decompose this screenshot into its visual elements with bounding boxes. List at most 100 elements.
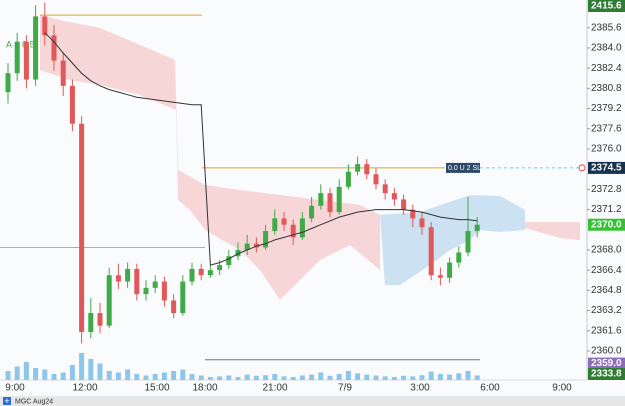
candle-body — [143, 287, 149, 295]
candle-body — [419, 218, 425, 228]
candle-body — [318, 193, 324, 206]
volume-bar — [318, 372, 324, 380]
volume-bar — [51, 374, 57, 380]
price-label-box — [588, 218, 625, 231]
volume-bar — [161, 372, 167, 380]
volume-bar — [60, 372, 66, 380]
cancel-order[interactable] — [578, 164, 586, 172]
volume-bar — [355, 373, 361, 380]
candle-body — [355, 164, 361, 172]
candle-body — [69, 85, 75, 124]
candle-body — [207, 270, 213, 276]
volume-bar — [79, 353, 85, 380]
price-label-box — [588, 161, 625, 174]
volume-bar — [244, 374, 250, 380]
volume-bar — [189, 374, 195, 380]
candle-body — [88, 313, 94, 333]
y-tick-label: 2364.8 — [591, 285, 622, 296]
volume-bar — [143, 375, 149, 380]
candle-body — [437, 275, 443, 278]
volume-bar — [456, 373, 462, 380]
volume-bar — [474, 375, 480, 380]
candle-body — [447, 262, 453, 278]
cloud-bull — [380, 195, 525, 285]
instrument[interactable]: MGC Aug24 — [15, 398, 53, 405]
candle-body — [79, 123, 85, 333]
price-label: 2333.8 — [591, 369, 622, 380]
candle-body — [465, 231, 471, 253]
volume-bar — [42, 369, 48, 380]
candle-body — [5, 73, 11, 93]
candle-body — [364, 164, 370, 175]
candle-body — [60, 60, 66, 86]
volume-bar — [345, 371, 351, 380]
price-label: 2359.0 — [591, 358, 622, 369]
y-tick-label: 2360.0 — [591, 346, 622, 357]
volume-bar — [428, 371, 434, 380]
order-tag — [446, 162, 480, 173]
volume-bar — [69, 365, 75, 380]
moving-average — [44, 32, 478, 266]
candle-body — [428, 227, 434, 276]
y-tick-label: 2371.2 — [591, 204, 622, 215]
candle-body — [410, 209, 416, 219]
plus-icon: + — [4, 396, 9, 406]
candle-body — [189, 268, 195, 282]
candle-body — [327, 193, 333, 213]
price-label: 2370.0 — [591, 219, 622, 230]
x-tick-label: 3:00 — [410, 383, 430, 394]
volume-bar — [447, 374, 453, 380]
candle-body — [180, 281, 186, 314]
volume-bar — [263, 375, 269, 380]
candle-body — [391, 193, 397, 200]
volume-bar — [309, 374, 315, 380]
x-tick-label: 18:00 — [192, 383, 217, 394]
y-tick-label: 2372.8 — [591, 184, 622, 195]
candle-body — [134, 268, 140, 295]
y-tick-label: 2380.8 — [591, 83, 622, 94]
volume-bar — [373, 375, 379, 380]
candle-body — [125, 268, 131, 282]
x-tick-label: 21:00 — [262, 383, 287, 394]
x-tick-label: 7/9 — [338, 383, 352, 394]
add-button[interactable] — [3, 397, 11, 405]
volume-bar — [235, 377, 241, 380]
candle-body — [198, 268, 204, 276]
candle-body — [244, 243, 250, 250]
y-tick-label: 2361.6 — [591, 325, 622, 336]
volume-bar — [23, 362, 29, 380]
candle-body — [345, 171, 351, 187]
y-tick-label: 2382.4 — [591, 63, 622, 74]
x-tick-label: 15:00 — [144, 383, 169, 394]
volume-bar — [281, 376, 287, 380]
volume-bar — [97, 363, 103, 380]
x-tick-label: 12:00 — [72, 383, 97, 394]
volume-bar — [410, 376, 416, 380]
volume-bar — [382, 376, 388, 380]
order-tag-text[interactable]: 0.0 U 2 SL — [448, 165, 481, 172]
volume-bar — [14, 366, 20, 380]
volume-bar — [290, 377, 296, 380]
candle-body — [281, 218, 287, 225]
volume-bar — [152, 374, 158, 380]
candle-body — [226, 256, 232, 266]
candle-body — [373, 174, 379, 185]
candle-body — [161, 281, 167, 301]
candle-body — [115, 275, 121, 282]
candle-body — [299, 218, 305, 238]
candle-body — [217, 265, 223, 271]
candle-body — [171, 300, 177, 314]
candle-body — [309, 205, 315, 219]
volume-bar — [33, 368, 39, 380]
volume-bar — [198, 375, 204, 380]
volume-bar — [419, 375, 425, 380]
volume-bar — [437, 374, 443, 380]
candle-body — [42, 16, 48, 36]
volume-bar — [336, 374, 342, 380]
volume-bar — [391, 377, 397, 380]
volume-bar — [5, 371, 11, 380]
candle-body — [272, 218, 278, 232]
x-tick-label: 9:00 — [552, 383, 572, 394]
volume-bar — [180, 369, 186, 380]
